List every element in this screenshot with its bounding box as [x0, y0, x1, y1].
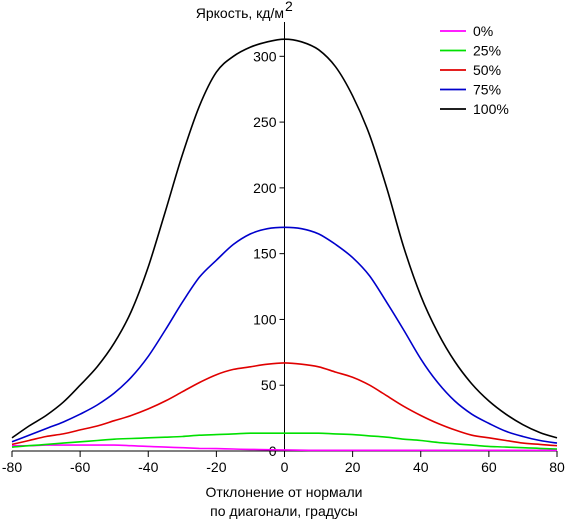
legend: 0% 25% 50% 75% 100% — [440, 23, 509, 117]
y-axis-title: Яркость, кд/м — [196, 5, 284, 21]
legend-label: 50% — [473, 62, 501, 78]
y-tick-label: 200 — [253, 180, 277, 196]
x-tick-label: 0 — [281, 459, 289, 475]
legend-label: 25% — [473, 43, 501, 59]
legend-label: 100% — [473, 101, 509, 117]
series-layer — [11, 38, 558, 452]
x-tick-label: 40 — [413, 459, 429, 475]
x-tick-label: -60 — [70, 459, 90, 475]
legend-label: 75% — [473, 82, 501, 98]
x-tick-label: -40 — [138, 459, 158, 475]
x-tick-label: -80 — [2, 459, 22, 475]
y-tick-label: 50 — [261, 377, 277, 393]
x-tick-label: 80 — [549, 459, 565, 475]
series-line-0pct — [11, 444, 557, 452]
legend-label: 0% — [473, 23, 493, 39]
x-axis-title-line1: Отклонение от нормали — [206, 484, 363, 500]
y-tick-label: 250 — [253, 114, 277, 130]
x-axis-title-line2: по диагонали, градусы — [210, 503, 358, 519]
y-tick-label: 0 — [269, 443, 277, 459]
series-line-50pct — [11, 362, 558, 447]
series-line-100pct — [11, 38, 558, 439]
y-tick-label: 300 — [253, 48, 277, 64]
series-line-75pct — [11, 226, 558, 444]
x-tick-label: 60 — [481, 459, 497, 475]
y-tick-label: 100 — [253, 311, 277, 327]
series-line-25pct — [11, 432, 558, 450]
y-axis-title-text: Яркость, кд/м — [196, 5, 284, 21]
x-tick-label: 20 — [345, 459, 361, 475]
x-tick-label: -20 — [206, 459, 226, 475]
axes-group: -80 -60 -40 -20 0 20 40 60 80 0 50 100 150 200 250 300 — [2, 22, 565, 475]
y-tick-label: 150 — [253, 246, 277, 262]
y-axis-title-superscript: 2 — [285, 0, 293, 14]
